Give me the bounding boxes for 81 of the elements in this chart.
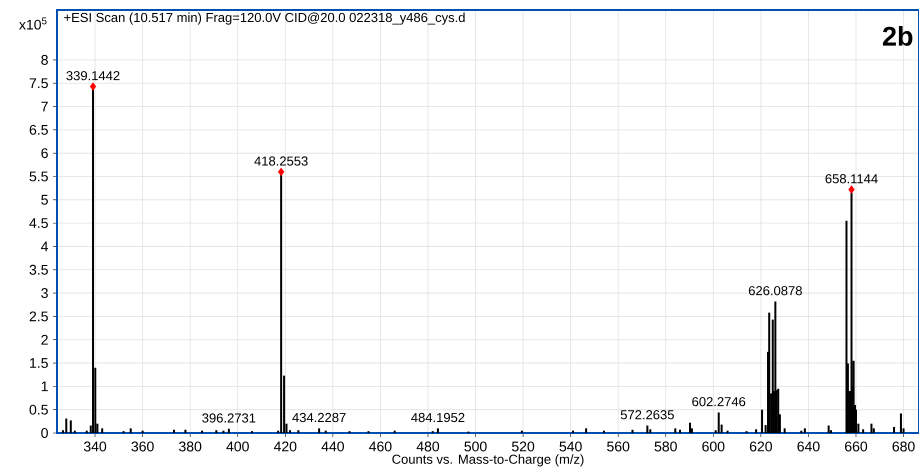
bar	[679, 430, 682, 433]
x-tick-label: 460	[369, 442, 392, 452]
annotation: 418.2553	[254, 156, 308, 166]
bar	[755, 429, 758, 433]
y-tick-label: 7.5	[30, 78, 48, 88]
y-tick-label: 5.5	[30, 172, 48, 182]
x-tick-label: 660	[845, 442, 868, 452]
bar	[649, 429, 652, 433]
y-tick-label: 4.5	[29, 218, 48, 228]
bar	[768, 312, 770, 433]
x-tick-label: 520	[512, 442, 534, 452]
bar	[689, 422, 692, 433]
x-tick-label: 380	[179, 442, 202, 452]
y-tick-label: 7	[41, 102, 48, 112]
bar	[65, 418, 68, 433]
bar	[900, 413, 902, 433]
bar	[172, 430, 175, 433]
bar	[297, 430, 300, 433]
annotation: 626.0878	[748, 286, 802, 296]
y-axis-title: x10$^{5}$	[19, 18, 47, 30]
annotation: 602.2746	[692, 397, 746, 406]
annotation: 572.2635	[620, 410, 674, 420]
x-tick-label: 480	[416, 442, 440, 452]
bar	[436, 428, 439, 433]
annotation: 658.1144	[826, 174, 878, 184]
bar	[870, 424, 872, 433]
x-tick-label: 580	[654, 442, 677, 452]
bar	[585, 428, 588, 433]
bar	[804, 428, 806, 433]
point	[848, 185, 855, 194]
bar	[70, 420, 72, 433]
bar	[318, 428, 320, 433]
y-tick-label: 0.5	[30, 404, 48, 415]
bar	[130, 428, 132, 433]
bar	[228, 428, 230, 433]
y-tick-label: 4	[41, 242, 48, 252]
annotation: 396.2731	[202, 413, 256, 423]
x-tick-label: 560	[607, 442, 630, 452]
bar	[828, 426, 830, 433]
bar	[893, 426, 896, 433]
annotation: 434.2287	[292, 412, 346, 422]
x-tick-label: 620	[750, 442, 772, 452]
y-tick-label: 2.5	[30, 311, 48, 322]
y-tick-label: 8	[41, 54, 48, 65]
bar	[761, 410, 764, 433]
y-tick-label: 3.5	[30, 264, 48, 275]
x-axis-title: Counts vs. Mass-to-Charge (m/z)	[392, 454, 584, 466]
annotation: 339.1442	[66, 71, 120, 80]
bar	[184, 430, 186, 433]
bar	[845, 220, 848, 433]
x-tick-label: 440	[321, 442, 344, 452]
bar	[674, 428, 676, 433]
bar	[784, 428, 786, 433]
chart-title: +ESI Scan (10.517 min) Frag=120.0V CID@20.0 022318_y486_cys.d	[64, 12, 465, 25]
annotation: 2b	[882, 26, 912, 46]
annotation: 484.1952	[411, 412, 464, 422]
x-tick-label: 360	[131, 442, 154, 452]
x-tick-label: 680	[892, 442, 915, 452]
bar	[718, 412, 720, 433]
x-tick-label: 400	[226, 442, 249, 452]
bar	[646, 426, 648, 433]
x-tick-label: 420	[274, 442, 296, 452]
x-tick-label: 340	[84, 442, 106, 452]
x-tick-label: 640	[797, 442, 820, 452]
bar	[215, 430, 218, 433]
bar	[631, 430, 634, 433]
y-tick-label: 2	[41, 334, 48, 345]
y-tick-label: 5	[41, 194, 48, 205]
y-tick-label: 3	[41, 288, 48, 298]
bar	[862, 429, 864, 433]
x-tick-label: 540	[560, 442, 582, 452]
y-tick-label: 1.5	[30, 358, 48, 368]
y-tick-label: 6.5	[30, 124, 48, 135]
y-tick-label: 0	[41, 428, 48, 438]
y-tick-label: 1	[42, 382, 48, 392]
x-tick-label: 600	[702, 442, 724, 452]
y-tick-label: 6	[41, 148, 48, 158]
x-tick-label: 500	[464, 442, 487, 452]
point	[90, 82, 96, 91]
point	[278, 168, 284, 176]
bar	[101, 428, 104, 433]
